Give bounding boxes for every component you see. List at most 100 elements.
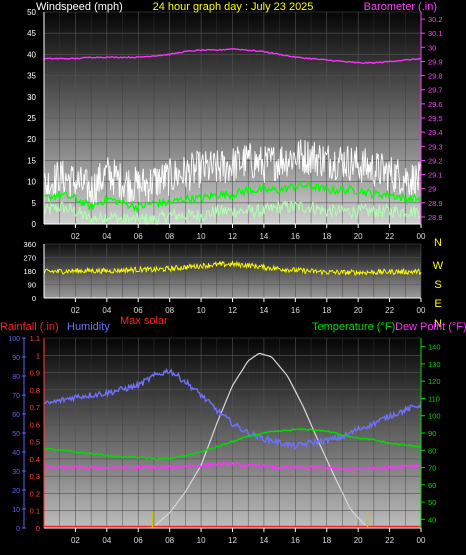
- direction-y-tick-label: 270: [23, 254, 36, 263]
- direction-x-tick-label: 04: [102, 306, 111, 315]
- compass-label: W: [433, 260, 444, 272]
- wind-y-tick-label: 50: [27, 8, 36, 17]
- direction-y-tick-label: 90: [28, 281, 36, 290]
- direction-x-tick-label: 16: [291, 306, 300, 315]
- barometer-series: [43, 47, 422, 65]
- rainfall-y-tick-label: 0.2: [30, 489, 40, 498]
- wind-x-tick-label: 22: [385, 232, 394, 241]
- wind-y-tick-label: 5: [32, 199, 37, 208]
- humidity-y-tick-label: 80: [12, 374, 20, 381]
- direction-y-tick-label: 0: [32, 294, 36, 303]
- temperature-y-tick-label: 40: [428, 515, 436, 524]
- climate-x-tick-label: 10: [197, 536, 206, 545]
- barometer-y-tick-label: 28.9: [428, 199, 443, 208]
- temperature-y-tick-label: 50: [428, 498, 436, 507]
- climate-x-tick-label: 04: [102, 536, 111, 545]
- barometer-y-tick-label: 29.3: [428, 142, 443, 151]
- direction-y-tick-label: 180: [23, 267, 36, 276]
- barometer-axis-title: Barometer (.in): [364, 1, 437, 13]
- wind-average-series: [43, 180, 422, 214]
- barometer-y-tick-label: 29.6: [428, 100, 443, 109]
- wind-y-tick-label: 0: [32, 220, 37, 229]
- wind-x-tick-label: 04: [102, 232, 111, 241]
- wind-y-tick-label: 10: [27, 178, 36, 187]
- rainfall-y-tick-label: 0.6: [30, 420, 40, 429]
- barometer-y-tick-label: 29.1: [428, 171, 443, 180]
- climate-panel: 0 0.1 0.2 0.3 0.4 0.5 0.6 0.7 0.8 0.9 1 1.1 0 10 20 30 4…: [0, 315, 466, 545]
- temperature-y-tick-label: 120: [428, 377, 441, 386]
- temperature-y-tick-label: 70: [428, 464, 436, 473]
- direction-x-tick-label: 02: [71, 306, 80, 315]
- wind-panel: 0 5 10 15 20 25 30 35 40 45 50 28.8 28.9 29 29.1 29.2 29…: [27, 1, 443, 241]
- wind-x-tick-label: 00: [417, 232, 426, 241]
- wind-y-tick-label: 15: [27, 156, 36, 165]
- temperature-y-tick-label: 140: [428, 343, 441, 352]
- direction-x-tick-label: 20: [354, 306, 363, 315]
- compass-label: N: [434, 237, 442, 249]
- rainfall-y-tick-label: 1: [36, 351, 40, 360]
- humidity-y-tick-label: 20: [12, 488, 20, 495]
- wind-direction-series: [43, 259, 422, 276]
- climate-x-tick-label: 22: [385, 536, 394, 545]
- wind-y-tick-label: 20: [27, 135, 36, 144]
- barometer-y-tick-label: 28.8: [428, 213, 443, 222]
- temperature-y-tick-label: 90: [428, 429, 436, 438]
- rainfall-y-tick-label: 0: [36, 524, 40, 533]
- wind-y-tick-label: 40: [27, 50, 36, 59]
- wind-y-tick-label: 35: [27, 72, 36, 81]
- wind-x-tick-label: 06: [134, 232, 143, 241]
- direction-x-tick-label: 10: [197, 306, 206, 315]
- temperature-y-tick-label: 130: [428, 360, 441, 369]
- barometer-y-tick-label: 29.2: [428, 156, 443, 165]
- wind-x-tick-label: 10: [197, 232, 206, 241]
- temperature-y-tick-label: 100: [428, 412, 441, 421]
- temperature-y-tick-label: 110: [428, 394, 440, 403]
- temperature-y-tick-label: 80: [428, 446, 436, 455]
- climate-x-tick-label: 00: [417, 536, 426, 545]
- barometer-y-tick-label: 29: [428, 185, 436, 194]
- direction-x-tick-label: 12: [228, 306, 237, 315]
- rainfall-y-tick-label: 0.9: [30, 369, 40, 378]
- chart-title: 24 hour graph day : July 23 2025: [153, 1, 314, 13]
- barometer-y-tick-label: 29.7: [428, 86, 443, 95]
- rainfall-axis-title: Rainfall (.in): [0, 321, 59, 333]
- max-solar-label: Max solar: [120, 315, 168, 327]
- humidity-y-tick-label: 30: [12, 469, 20, 476]
- climate-x-tick-label: 12: [228, 536, 237, 545]
- wind-x-tick-label: 02: [71, 232, 80, 241]
- humidity-y-tick-label: 90: [12, 355, 20, 362]
- direction-x-tick-label: 18: [322, 306, 331, 315]
- temperature-y-tick-label: 60: [428, 481, 436, 490]
- direction-x-tick-label: 08: [165, 306, 174, 315]
- climate-x-tick-label: 18: [322, 536, 331, 545]
- compass-label: E: [434, 298, 441, 310]
- rainfall-y-tick-label: 0.5: [30, 438, 40, 447]
- wind-x-tick-label: 12: [228, 232, 237, 241]
- direction-x-tick-label: 14: [259, 306, 268, 315]
- wind-x-tick-label: 16: [291, 232, 300, 241]
- climate-x-tick-label: 14: [259, 536, 268, 545]
- climate-x-tick-label: 20: [354, 536, 363, 545]
- direction-x-tick-label: 00: [417, 306, 426, 315]
- climate-x-tick-label: 16: [291, 536, 300, 545]
- barometer-y-tick-label: 30: [428, 43, 436, 52]
- humidity-y-tick-label: 50: [12, 431, 20, 438]
- barometer-y-tick-label: 29.8: [428, 72, 443, 81]
- compass-label: S: [434, 279, 441, 291]
- humidity-y-tick-label: 100: [8, 336, 20, 343]
- wind-y-tick-label: 30: [27, 93, 36, 102]
- wind-x-tick-label: 14: [259, 232, 268, 241]
- humidity-series: [43, 367, 422, 451]
- temperature-series: [43, 427, 422, 461]
- rainfall-y-tick-label: 0.3: [30, 472, 40, 481]
- barometer-y-tick-label: 30.2: [428, 15, 443, 24]
- rainfall-y-tick-label: 1.1: [30, 334, 40, 343]
- wind-y-tick-label: 25: [27, 114, 36, 123]
- humidity-y-tick-label: 0: [16, 526, 20, 533]
- dewpoint-axis-title: Dew Point (°F): [395, 321, 466, 333]
- rainfall-y-tick-label: 0.1: [30, 507, 40, 516]
- climate-x-tick-label: 06: [134, 536, 143, 545]
- barometer-y-tick-label: 29.9: [428, 57, 443, 66]
